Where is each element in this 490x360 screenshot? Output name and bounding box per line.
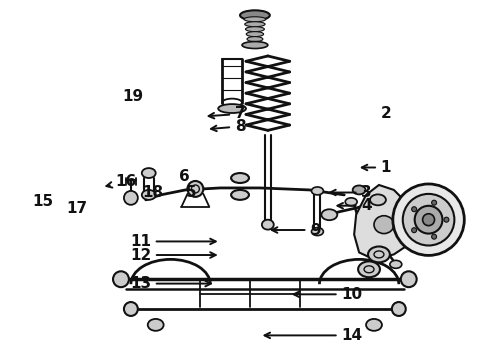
- Ellipse shape: [218, 104, 246, 113]
- Ellipse shape: [374, 216, 394, 234]
- Text: 19: 19: [122, 89, 144, 104]
- Ellipse shape: [124, 191, 138, 205]
- Ellipse shape: [231, 190, 249, 200]
- Ellipse shape: [142, 168, 156, 178]
- Ellipse shape: [262, 220, 274, 230]
- Ellipse shape: [113, 271, 129, 287]
- Ellipse shape: [247, 37, 263, 41]
- Ellipse shape: [312, 228, 323, 235]
- Ellipse shape: [444, 217, 449, 222]
- Text: 3: 3: [330, 185, 372, 200]
- Text: 10: 10: [294, 287, 363, 302]
- Text: 11: 11: [130, 234, 216, 249]
- Text: 9: 9: [272, 222, 321, 238]
- Ellipse shape: [422, 214, 435, 226]
- Text: 17: 17: [67, 201, 88, 216]
- Ellipse shape: [370, 194, 386, 205]
- Ellipse shape: [366, 319, 382, 331]
- Text: 1: 1: [362, 160, 391, 175]
- Ellipse shape: [240, 10, 270, 20]
- Polygon shape: [354, 185, 412, 260]
- Ellipse shape: [244, 17, 266, 22]
- Text: 12: 12: [130, 248, 216, 262]
- Ellipse shape: [242, 41, 268, 49]
- Ellipse shape: [432, 234, 437, 239]
- Ellipse shape: [312, 187, 323, 195]
- Ellipse shape: [188, 181, 203, 197]
- Text: 5: 5: [186, 185, 197, 200]
- Text: 14: 14: [265, 328, 363, 343]
- Ellipse shape: [142, 190, 156, 200]
- Ellipse shape: [392, 302, 406, 316]
- Ellipse shape: [368, 247, 390, 262]
- Text: 2: 2: [381, 107, 392, 121]
- Text: 16: 16: [106, 174, 137, 189]
- Text: 15: 15: [33, 194, 54, 209]
- Ellipse shape: [390, 260, 402, 268]
- Ellipse shape: [401, 271, 416, 287]
- Ellipse shape: [432, 200, 437, 205]
- Ellipse shape: [412, 228, 416, 233]
- Text: 4: 4: [338, 198, 372, 213]
- Ellipse shape: [245, 27, 264, 32]
- Text: 7: 7: [209, 107, 245, 121]
- Ellipse shape: [124, 302, 138, 316]
- Ellipse shape: [358, 261, 380, 277]
- Ellipse shape: [246, 32, 264, 37]
- Ellipse shape: [245, 22, 265, 27]
- Ellipse shape: [321, 209, 337, 220]
- Ellipse shape: [148, 319, 164, 331]
- Ellipse shape: [403, 194, 454, 246]
- Ellipse shape: [345, 198, 357, 206]
- Text: 18: 18: [142, 185, 163, 200]
- Ellipse shape: [231, 173, 249, 183]
- Ellipse shape: [415, 206, 442, 234]
- Text: 8: 8: [211, 119, 245, 134]
- Ellipse shape: [393, 184, 465, 255]
- Ellipse shape: [412, 207, 416, 212]
- Text: 6: 6: [179, 169, 190, 184]
- Text: 13: 13: [130, 276, 211, 291]
- Ellipse shape: [353, 185, 366, 194]
